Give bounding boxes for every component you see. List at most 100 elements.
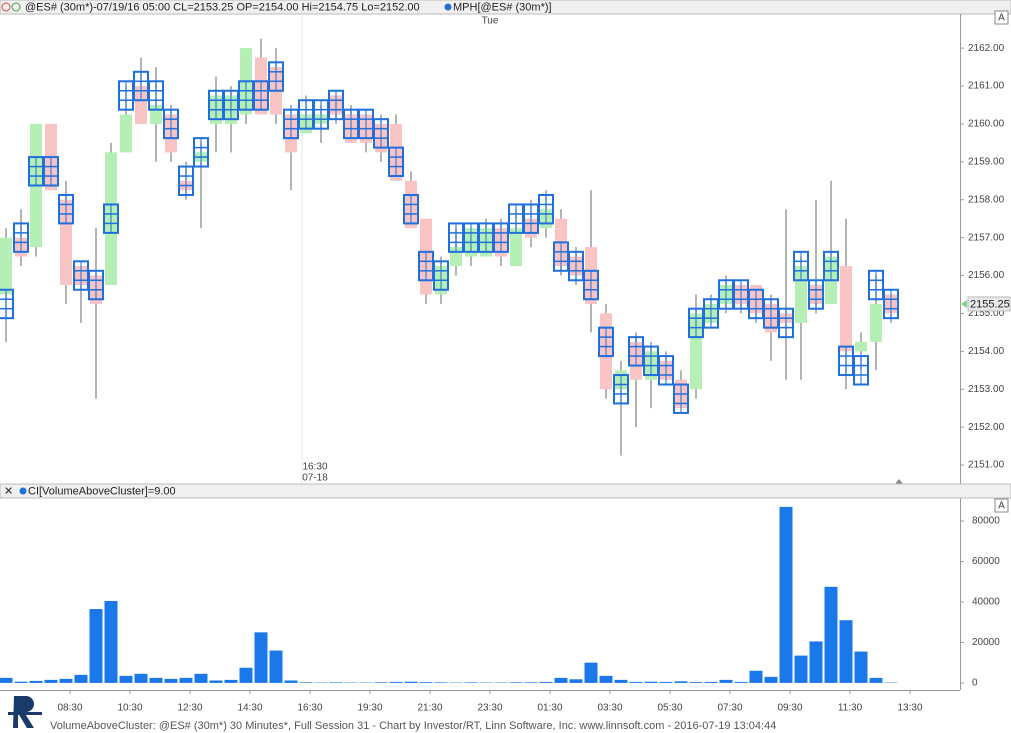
day-label: Tue bbox=[482, 16, 499, 27]
volume-cluster bbox=[493, 222, 509, 253]
volume-cluster bbox=[388, 146, 404, 178]
close-x[interactable]: ✕ bbox=[4, 485, 13, 497]
volume-bar bbox=[584, 662, 598, 683]
volume-bar bbox=[44, 679, 58, 683]
volume-bar bbox=[374, 682, 388, 683]
volume-bar bbox=[404, 681, 418, 683]
volume-cluster bbox=[808, 279, 824, 310]
volume-cluster bbox=[403, 193, 419, 225]
volume-cluster bbox=[328, 89, 344, 121]
price-header: @ES# (30m*)-07/19/16 05:00 CL=2153.25 OP… bbox=[25, 1, 420, 13]
y-tick-label: 20000 bbox=[972, 637, 1000, 648]
volume-cluster bbox=[658, 355, 674, 386]
x-tick-label: 23:30 bbox=[477, 703, 502, 714]
session-date: 07-18 bbox=[302, 473, 328, 484]
volume-bar bbox=[554, 677, 568, 683]
y-tick-label: 60000 bbox=[972, 556, 1000, 567]
volume-bar bbox=[764, 676, 778, 683]
volume-cluster bbox=[58, 193, 74, 225]
x-tick-label: 01:30 bbox=[537, 703, 562, 714]
volume-bar bbox=[254, 632, 268, 683]
autoscale-label[interactable]: A bbox=[998, 501, 1005, 512]
indicator-dot bbox=[19, 487, 27, 495]
volume-cluster bbox=[793, 250, 809, 282]
y-tick-label: 0 bbox=[972, 678, 978, 689]
volume-bar bbox=[59, 678, 73, 683]
volume-bar bbox=[809, 641, 823, 683]
autoscale-label[interactable]: A bbox=[998, 13, 1005, 24]
volume-cluster bbox=[103, 203, 119, 234]
indicator-dot bbox=[444, 3, 452, 11]
volume-pane-header bbox=[0, 483, 1011, 499]
x-tick-label: 09:30 bbox=[777, 703, 802, 714]
x-tick-label: 12:30 bbox=[177, 703, 202, 714]
volume-cluster bbox=[883, 288, 899, 320]
volume-bar bbox=[179, 677, 193, 683]
volume-bar bbox=[164, 678, 178, 683]
volume-cluster bbox=[313, 99, 329, 130]
y-tick-label: 2151.00 bbox=[968, 460, 1005, 471]
y-tick-label: 2152.00 bbox=[968, 422, 1005, 433]
volume-bar bbox=[389, 681, 403, 683]
volume-bar bbox=[74, 674, 88, 683]
volume-bar bbox=[644, 681, 658, 683]
volume-cluster bbox=[568, 250, 584, 282]
volume-bar bbox=[719, 679, 733, 683]
volume-cluster bbox=[703, 298, 719, 329]
volume-bar bbox=[629, 681, 643, 683]
close-icon[interactable] bbox=[1, 2, 11, 12]
y-tick-label: 2157.00 bbox=[968, 232, 1005, 243]
volume-cluster bbox=[253, 80, 269, 111]
x-tick-label: 08:30 bbox=[57, 703, 82, 714]
logo bbox=[8, 694, 42, 730]
volume-bar bbox=[539, 681, 553, 683]
volume-bar bbox=[464, 682, 478, 683]
y-tick-label: 2156.00 bbox=[968, 270, 1005, 281]
volume-cluster bbox=[163, 108, 179, 140]
volume-cluster bbox=[853, 355, 869, 386]
volume-bar bbox=[614, 679, 628, 683]
price-pane-header bbox=[0, 0, 1011, 15]
x-tick-label: 05:30 bbox=[657, 703, 682, 714]
volume-cluster bbox=[88, 269, 104, 301]
candle-body bbox=[0, 237, 12, 295]
candle-body bbox=[135, 86, 147, 124]
volume-header: CI[VolumeAboveCluster]=9.00 bbox=[28, 485, 176, 497]
last-price-box bbox=[967, 296, 1011, 312]
footer: VolumeAboveCluster: @ES# (30m*) 30 Minut… bbox=[50, 720, 776, 732]
volume-bar bbox=[119, 675, 133, 683]
autoscale-button[interactable] bbox=[994, 10, 1009, 25]
volume-bar bbox=[704, 681, 718, 683]
volume-bar bbox=[509, 682, 523, 683]
volume-bar bbox=[104, 600, 118, 683]
volume-bar bbox=[749, 670, 763, 683]
candle-body bbox=[510, 228, 522, 267]
volume-cluster bbox=[583, 269, 599, 301]
volume-bar bbox=[779, 506, 793, 683]
y-tick-label: 80000 bbox=[972, 516, 1000, 527]
volume-bar bbox=[209, 680, 223, 683]
volume-bar bbox=[734, 681, 748, 683]
y-tick-label: 2162.00 bbox=[968, 43, 1005, 54]
volume-bar bbox=[689, 682, 703, 683]
volume-cluster bbox=[148, 80, 164, 111]
y-tick-label: 2160.00 bbox=[968, 119, 1005, 130]
volume-bar bbox=[434, 682, 448, 683]
y-tick-label: 2159.00 bbox=[968, 156, 1005, 167]
toggle-icon[interactable] bbox=[11, 2, 21, 12]
candle-body bbox=[60, 199, 72, 286]
y-tick-label: 40000 bbox=[972, 597, 1000, 608]
last-price-label: 2155.25 bbox=[970, 298, 1010, 310]
volume-cluster bbox=[598, 326, 614, 358]
scroll-marker bbox=[895, 479, 903, 484]
candle-body bbox=[855, 341, 867, 352]
volume-bar bbox=[194, 673, 208, 683]
volume-bar bbox=[29, 680, 43, 683]
y-tick-label: 2153.00 bbox=[968, 384, 1005, 395]
volume-bar bbox=[89, 609, 103, 683]
volume-bar bbox=[329, 682, 343, 683]
x-tick-label: 03:30 bbox=[597, 703, 622, 714]
autoscale-button[interactable] bbox=[994, 498, 1009, 513]
volume-cluster bbox=[268, 61, 284, 92]
